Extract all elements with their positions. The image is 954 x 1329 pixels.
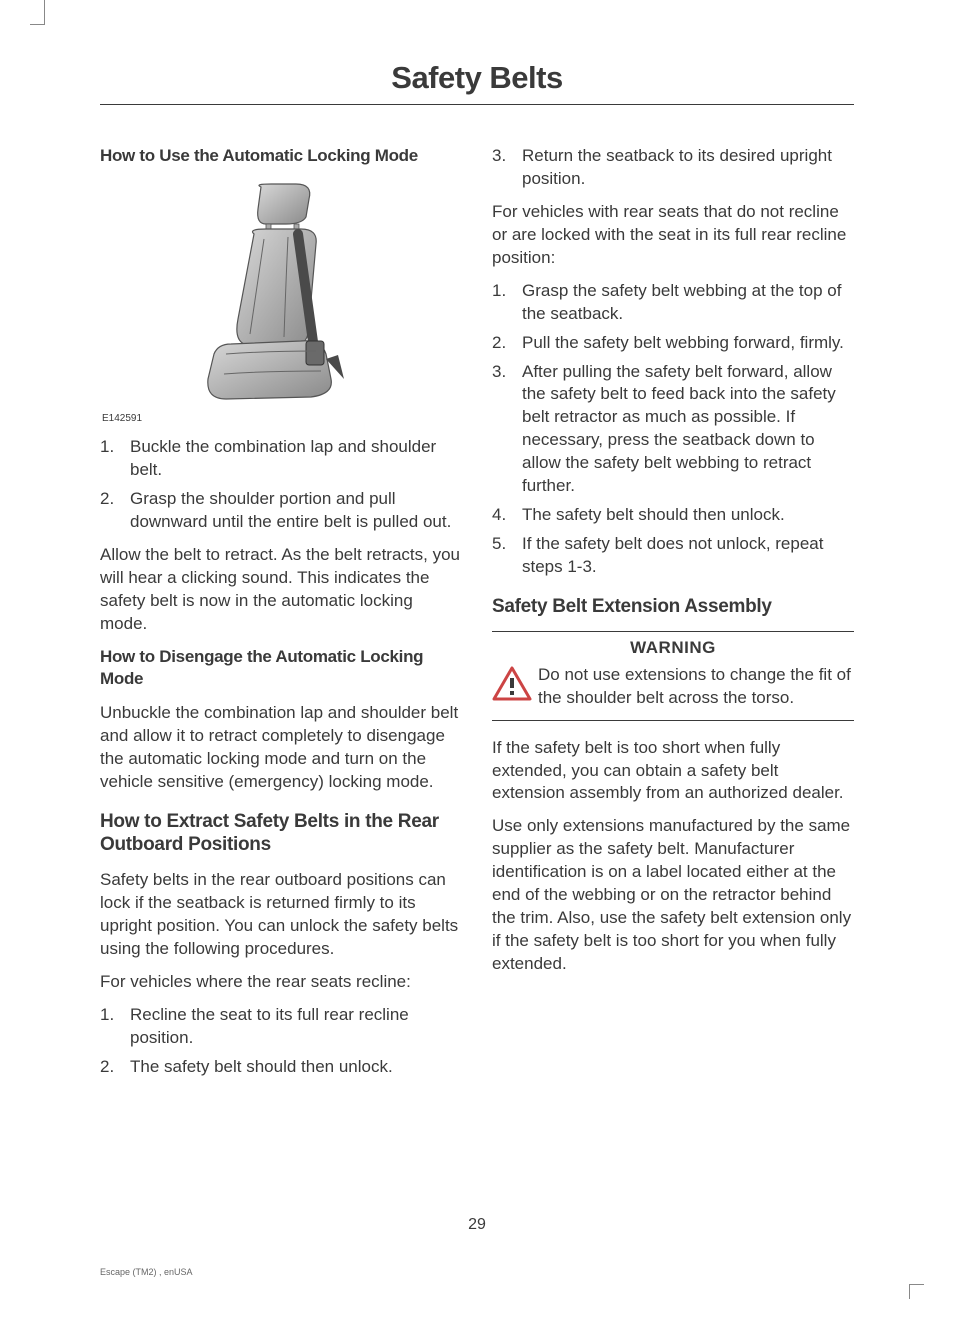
list-item: After pulling the safety belt forward, a… <box>492 361 854 499</box>
content-columns: How to Use the Automatic Locking Mode <box>100 145 854 1089</box>
continue-list: Return the seatback to its desired uprig… <box>492 145 854 191</box>
non-recline-list: Grasp the safety belt webbing at the top… <box>492 280 854 579</box>
crop-mark <box>909 1284 924 1299</box>
page-number: 29 <box>0 1216 954 1234</box>
list-item: Pull the safety belt webbing forward, fi… <box>492 332 854 355</box>
extract-recline-list: Recline the seat to its full rear reclin… <box>100 1004 462 1079</box>
list-item: Grasp the shoulder portion and pull down… <box>100 488 462 534</box>
right-column: Return the seatback to its desired uprig… <box>492 145 854 1089</box>
heading-extension: Safety Belt Extension Assembly <box>492 595 854 619</box>
heading-extract: How to Extract Safety Belts in the Rear … <box>100 810 462 858</box>
title-rule <box>100 104 854 105</box>
warning-triangle-icon <box>492 666 532 702</box>
warning-box: Do not use extensions to change the fit … <box>492 664 854 721</box>
body-paragraph: Use only extensions manufactured by the … <box>492 815 854 976</box>
body-paragraph: Unbuckle the combination lap and shoulde… <box>100 702 462 794</box>
list-item: If the safety belt does not unlock, repe… <box>492 533 854 579</box>
warning-heading: WARNING <box>492 631 854 664</box>
list-item: Buckle the combination lap and shoulder … <box>100 436 462 482</box>
body-paragraph: Safety belts in the rear outboard positi… <box>100 869 462 961</box>
body-paragraph: Allow the belt to retract. As the belt r… <box>100 544 462 636</box>
footer-text: Escape (TM2) , enUSA <box>100 1267 193 1277</box>
list-item: Recline the seat to its full rear reclin… <box>100 1004 462 1050</box>
body-paragraph: For vehicles where the rear seats reclin… <box>100 971 462 994</box>
list-item: Grasp the safety belt webbing at the top… <box>492 280 854 326</box>
heading-use-mode: How to Use the Automatic Locking Mode <box>100 145 462 167</box>
figure-id: E142591 <box>102 413 462 424</box>
list-item: The safety belt should then unlock. <box>492 504 854 527</box>
list-item: The safety belt should then unlock. <box>100 1056 462 1079</box>
use-mode-list: Buckle the combination lap and shoulder … <box>100 436 462 534</box>
crop-mark <box>30 0 45 25</box>
left-column: How to Use the Automatic Locking Mode <box>100 145 462 1089</box>
page-title: Safety Belts <box>100 60 854 96</box>
body-paragraph: For vehicles with rear seats that do not… <box>492 201 854 270</box>
warning-text: Do not use extensions to change the fit … <box>492 664 854 710</box>
heading-disengage: How to Disengage the Automatic Locking M… <box>100 646 462 690</box>
seat-figure <box>166 179 396 409</box>
list-item: Return the seatback to its desired uprig… <box>492 145 854 191</box>
body-paragraph: If the safety belt is too short when ful… <box>492 737 854 806</box>
